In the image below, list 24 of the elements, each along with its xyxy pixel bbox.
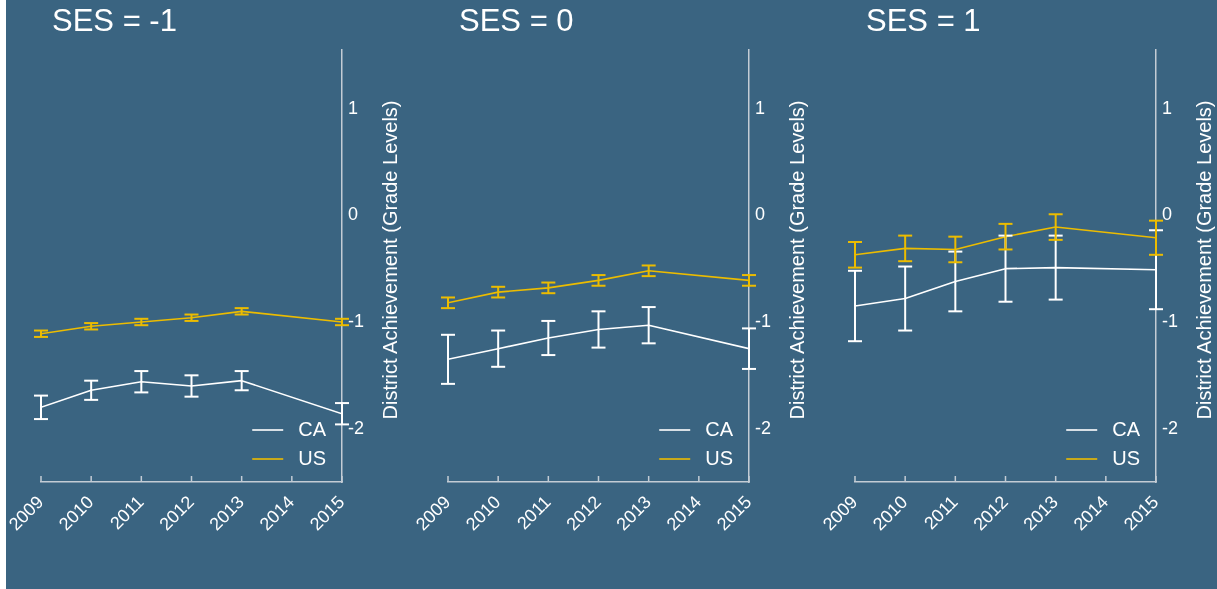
- y-tick-label: -1: [1162, 310, 1179, 331]
- chart-title: SES = 1: [866, 2, 981, 38]
- legend-label: US: [705, 446, 734, 469]
- y-tick-label: -2: [755, 417, 772, 438]
- y-tick-label: 1: [348, 97, 359, 118]
- y-tick-label: -2: [1162, 417, 1179, 438]
- y-tick-label: 0: [348, 204, 359, 225]
- y-tick-label: 1: [755, 97, 766, 118]
- legend-label: CA: [705, 417, 734, 440]
- y-tick-label: -1: [348, 310, 365, 331]
- legend-label: US: [1112, 446, 1141, 469]
- legend-label: CA: [1112, 417, 1141, 440]
- y-tick-label: 0: [755, 204, 766, 225]
- legend-label: CA: [298, 417, 327, 440]
- y-axis-title: District Achievement (Grade Levels): [378, 100, 401, 420]
- y-tick-label: -2: [348, 417, 365, 438]
- y-tick-label: 0: [1162, 204, 1173, 225]
- legend-label: US: [298, 446, 327, 469]
- chart-title: SES = 0: [459, 2, 574, 38]
- y-axis-title: District Achievement (Grade Levels): [785, 100, 808, 420]
- y-axis-title: District Achievement (Grade Levels): [1192, 100, 1215, 420]
- y-tick-label: 1: [1162, 97, 1173, 118]
- y-tick-label: -1: [755, 310, 772, 331]
- chart-title: SES = -1: [52, 2, 177, 38]
